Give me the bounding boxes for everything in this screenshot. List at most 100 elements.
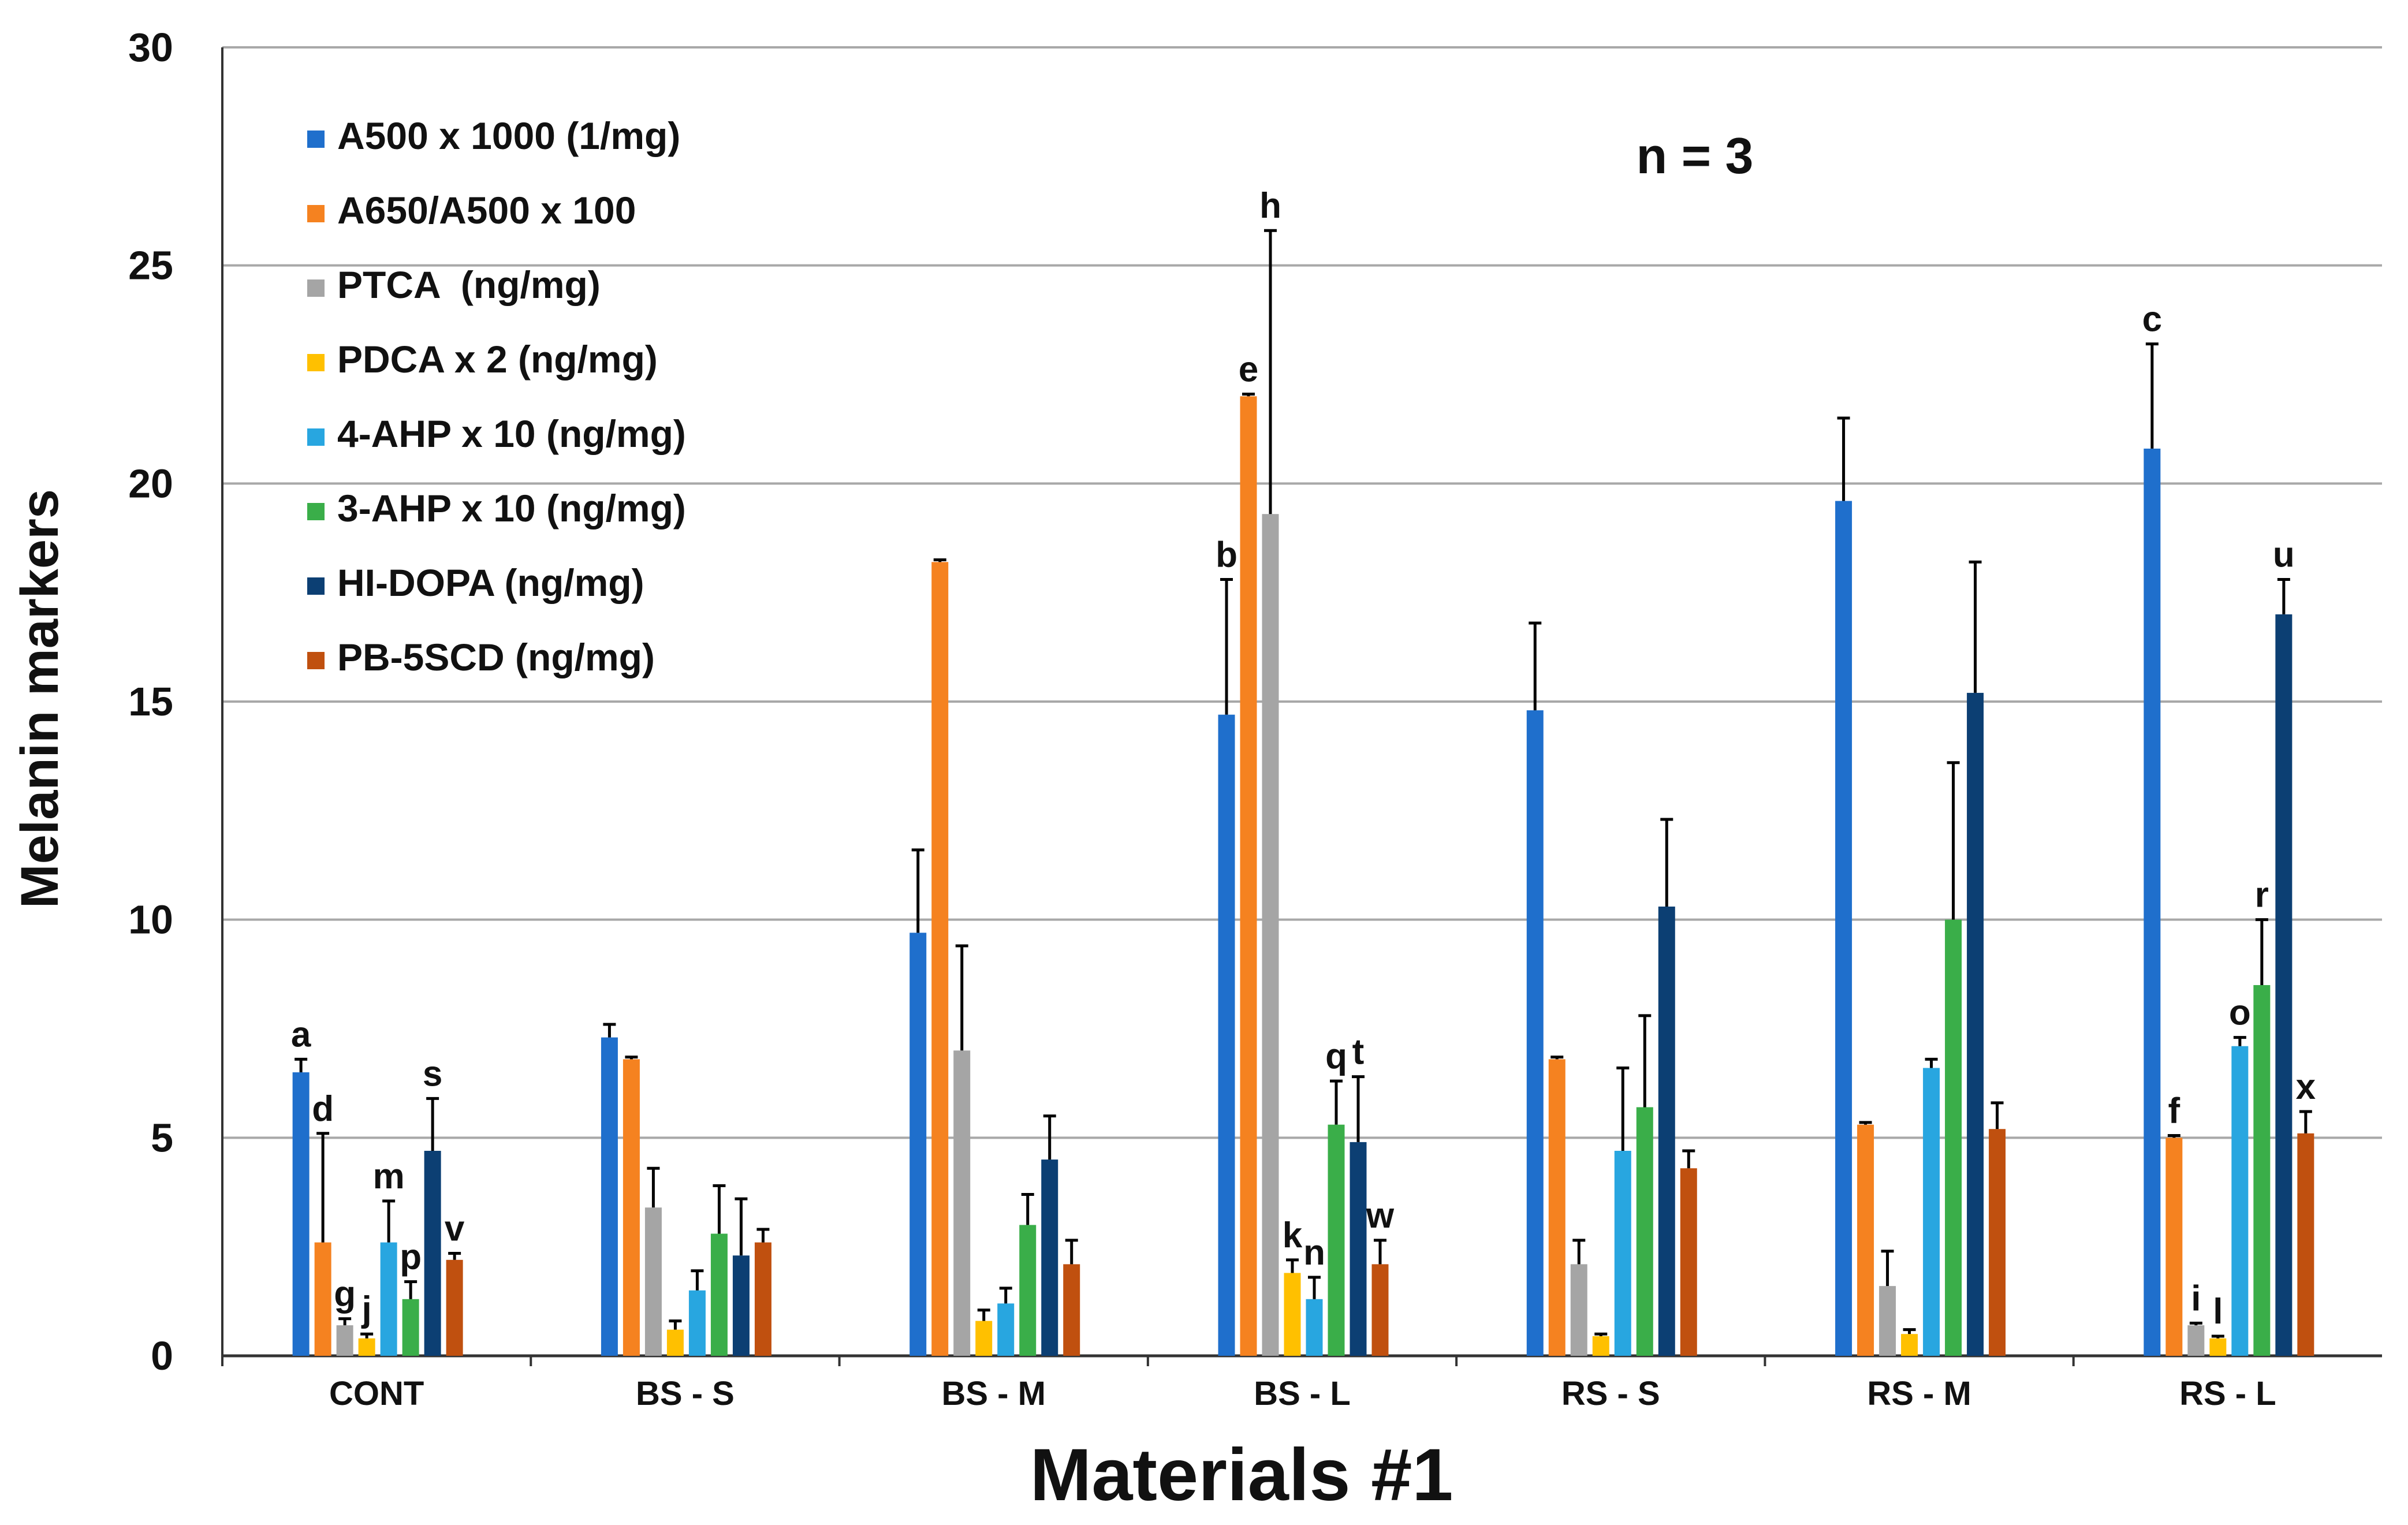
bar [1636, 1107, 1653, 1356]
bar [1592, 1336, 1609, 1356]
bar [931, 562, 949, 1356]
legend-swatch [307, 652, 325, 669]
bar [688, 1290, 706, 1356]
bar [1218, 714, 1235, 1356]
bar [2165, 1138, 2183, 1356]
bar [1262, 514, 1279, 1356]
legend-label: PDCA x 2 (ng/mg) [337, 338, 658, 381]
bar [2253, 985, 2271, 1356]
y-tick-label: 25 [128, 243, 173, 288]
legend-swatch [307, 354, 325, 371]
significance-letter: i [2191, 1278, 2201, 1318]
legend-label: A650/A500 x 100 [337, 189, 636, 232]
error-bars [295, 229, 2312, 1338]
legend-swatch [307, 428, 325, 446]
bar [1240, 396, 1257, 1356]
sample-size-annotation: n = 3 [1637, 127, 1754, 184]
bar [1548, 1059, 1565, 1356]
significance-letter: k [1283, 1215, 1303, 1255]
legend-label: HI-DOPA (ng/mg) [337, 561, 644, 604]
bar [2231, 1046, 2249, 1356]
significance-letter: a [291, 1015, 311, 1054]
bar [1967, 692, 1984, 1356]
bar [1019, 1225, 1037, 1356]
legend-swatch [307, 577, 325, 595]
bar [754, 1242, 771, 1356]
bar [1857, 1124, 1874, 1356]
legend-label: PTCA (ng/mg) [337, 263, 601, 306]
bar [2144, 448, 2161, 1356]
bar [380, 1242, 397, 1356]
y-tick-label: 10 [128, 897, 173, 942]
bar [1835, 501, 1852, 1356]
bar [1284, 1273, 1301, 1356]
x-axis-label: Materials #1 [1030, 1434, 1453, 1516]
bar [1923, 1068, 1940, 1356]
x-tick-label: RS - M [1867, 1375, 1971, 1412]
significance-letter: h [1259, 186, 1281, 226]
x-tick-label: BS - L [1254, 1375, 1351, 1412]
significance-letter: d [312, 1089, 334, 1129]
y-tick-label: 15 [128, 679, 173, 724]
bar [1658, 907, 1675, 1356]
bar [2187, 1325, 2205, 1356]
legend-label: 4-AHP x 10 (ng/mg) [337, 412, 686, 455]
significance-letter: l [2213, 1292, 2223, 1332]
significance-letter: u [2273, 535, 2295, 575]
legend-swatch [307, 279, 325, 297]
bar [909, 933, 927, 1356]
bar [975, 1321, 993, 1356]
legend-swatch [307, 205, 325, 222]
axes: 0 5 10 15 20 25 30 CONT BS - S BS - M BS - L RS - S… [128, 25, 2382, 1412]
bar [1614, 1150, 1631, 1356]
bar [1879, 1286, 1896, 1356]
x-tick-label: BS - S [636, 1375, 735, 1412]
bar [1306, 1299, 1323, 1356]
x-tick-label: CONT [329, 1375, 424, 1412]
bar [2275, 614, 2293, 1356]
bar [424, 1150, 441, 1356]
bar [622, 1059, 640, 1356]
x-tick-label: BS - M [941, 1375, 1045, 1412]
bar [292, 1072, 310, 1356]
bar [710, 1233, 728, 1356]
gridlines [222, 46, 2382, 1139]
x-tick-label: RS - S [1561, 1375, 1660, 1412]
bar [314, 1242, 331, 1356]
significance-letter: c [2142, 300, 2162, 340]
bar [446, 1259, 463, 1356]
bar [1945, 919, 1962, 1356]
bar [997, 1303, 1015, 1356]
significance-letter: t [1352, 1032, 1365, 1072]
significance-letter: s [423, 1054, 442, 1094]
significance-letter: j [361, 1289, 372, 1329]
bar [644, 1207, 662, 1356]
bars [292, 396, 2314, 1356]
y-axis-label: Melanin markers [10, 489, 69, 908]
significance-letter: e [1239, 349, 1258, 389]
significance-letter: b [1216, 535, 1237, 575]
bar [1371, 1264, 1389, 1356]
bar [402, 1299, 419, 1356]
bar [1680, 1168, 1697, 1356]
significance-letter: r [2255, 875, 2269, 915]
significance-letter: w [1366, 1196, 1395, 1236]
bar [732, 1255, 750, 1356]
y-tick-label: 5 [151, 1115, 173, 1160]
bar [1063, 1264, 1080, 1356]
bar [1350, 1142, 1367, 1356]
y-tick-label: 30 [128, 25, 173, 70]
significance-letter: o [2229, 993, 2251, 1033]
legend-label: A500 x 1000 (1/mg) [337, 114, 680, 157]
bar [1901, 1334, 1918, 1356]
significance-letter: g [334, 1274, 356, 1314]
significance-letters: ad g j m p s v b e h k n q t w c f i l o r u x [291, 186, 2316, 1332]
significance-letter: n [1303, 1233, 1325, 1273]
legend-label: PB-5SCD (ng/mg) [337, 636, 655, 678]
bar [1570, 1264, 1587, 1356]
bar [953, 1050, 971, 1356]
legend-swatch [307, 130, 325, 148]
significance-letter: x [2296, 1067, 2316, 1107]
bar [666, 1329, 684, 1356]
